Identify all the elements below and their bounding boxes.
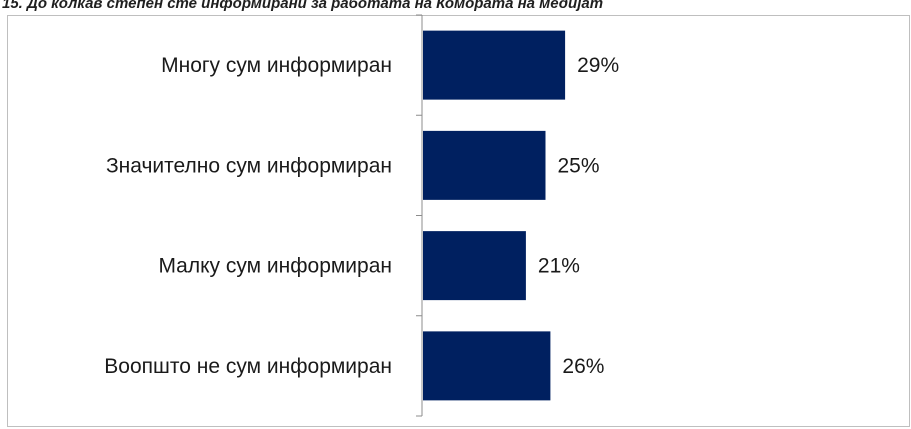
data-label: 25% [558, 154, 600, 177]
chart-title: 15. До колкав степен сте информирани за … [2, 0, 604, 12]
bar-series [423, 30, 566, 401]
data-label: 26% [562, 355, 604, 378]
category-label: Малку сум информиран [158, 255, 392, 278]
bar [423, 30, 566, 100]
category-label: Многу сум информиран [161, 54, 392, 77]
data-label: 29% [577, 54, 619, 77]
bar [423, 130, 546, 200]
bar [423, 331, 551, 401]
category-label: Значително сум информиран [106, 154, 392, 177]
plot-area-frame [7, 15, 910, 427]
bar [423, 231, 526, 301]
labels-layer: Многу сум информиран 29% Значително сум ин… [104, 54, 619, 378]
category-label: Воопшто не сум информиран [104, 355, 392, 378]
category-axis [416, 14, 423, 417]
data-label: 21% [538, 255, 580, 278]
